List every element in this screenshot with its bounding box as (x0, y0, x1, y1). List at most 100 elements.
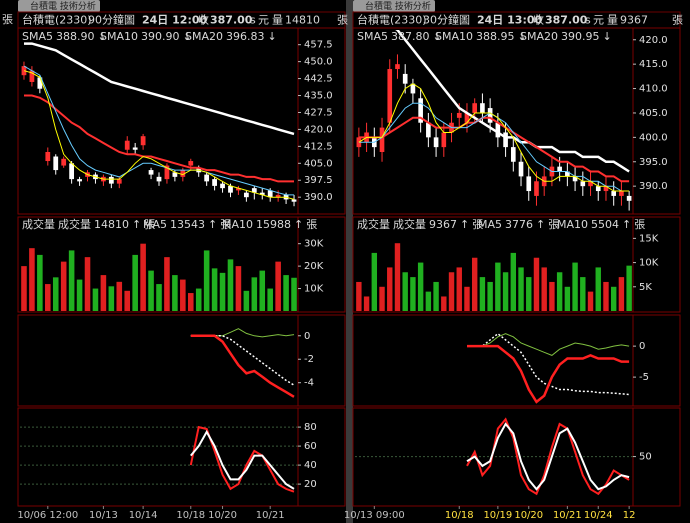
legend-text: 9367 (429, 218, 457, 231)
volume-bar (471, 257, 478, 311)
header-vol-label: 量 (272, 14, 283, 27)
candle-body (572, 176, 578, 182)
candle-body (243, 192, 249, 198)
volume-bar (76, 279, 83, 311)
header-unit-s: s (250, 14, 256, 27)
volume-bar (626, 265, 632, 311)
candle-body (212, 179, 217, 186)
candle-body (228, 185, 233, 193)
volume-bar (580, 277, 586, 311)
x-tick-label: 12 (623, 510, 636, 521)
candle-body (188, 161, 194, 166)
y-tick-label: 405.0 (639, 108, 668, 119)
legend-text: 390.90 (141, 30, 180, 43)
y-tick-label: 400.0 (639, 132, 668, 143)
x-tick-label: 10/13 (89, 510, 118, 521)
candle-body (518, 161, 524, 177)
legend-text: 387.80 (391, 30, 430, 43)
candle-body (21, 66, 27, 76)
header-vol-label: 量 (607, 14, 618, 27)
volume-bar (572, 262, 578, 311)
volume-bar (180, 279, 186, 311)
header-date: 24日 13:00 (477, 14, 542, 27)
volume-bar (187, 293, 194, 311)
candle-body (387, 69, 393, 123)
volume-bar (363, 296, 370, 311)
section-frame (17, 314, 346, 407)
y-tick-label: 442.5 (304, 74, 333, 85)
legend-text: 張 (472, 218, 483, 231)
header-close: 387.00 (545, 14, 588, 27)
y-tick-label: -4 (304, 378, 314, 389)
x-tick-label: 10/19 (483, 510, 512, 521)
legend-text: 張 (220, 218, 231, 231)
line (395, 30, 630, 173)
x-tick-label: 10/18 (445, 510, 474, 521)
x-tick-label: 10/20 (514, 510, 543, 521)
candle-body (603, 186, 609, 192)
candle-body (503, 132, 508, 148)
legend-text: ↓ (603, 30, 612, 43)
legend-text: ↓ (98, 30, 107, 43)
volume-bar (587, 291, 594, 311)
volume-bar (45, 284, 51, 311)
legend-text: 成交量 (393, 217, 426, 231)
candle-body (534, 181, 539, 196)
volume-bar (549, 281, 555, 311)
y-tick-label: 450.0 (304, 57, 333, 68)
legend-text: 388.95 (476, 30, 515, 43)
volume-label: 成交量 (22, 217, 55, 231)
legend-text: 張 (548, 218, 559, 231)
volume-bar (371, 252, 378, 311)
volume-bar (275, 261, 281, 311)
volume-bar (502, 272, 509, 311)
volume-bar (267, 288, 273, 311)
volume-bar (541, 267, 547, 311)
section-frame (17, 27, 346, 215)
volume-bar (211, 268, 218, 311)
volume-bar (283, 275, 289, 311)
legend-text: 張 (634, 218, 645, 231)
volume-bar (394, 243, 401, 311)
x-tick-label: 10/06 12:00 (17, 510, 78, 521)
panel-divider (346, 0, 353, 523)
x-tick-label: 10/18 (176, 510, 205, 521)
candle-body (37, 77, 43, 89)
y-tick-label: 60 (304, 441, 317, 452)
candle-body (291, 199, 297, 202)
candle-body (402, 73, 408, 84)
volume-bar (84, 257, 91, 311)
legend-text: 13543 (170, 218, 205, 231)
x-tick-label: 10/21 (256, 510, 285, 521)
line (358, 116, 630, 183)
line (466, 422, 630, 491)
y-tick-label: 40 (304, 460, 317, 471)
candle-body (77, 179, 82, 182)
tab-label: 台積電 技術分析 (365, 0, 431, 12)
legend-text: MA5 (478, 218, 502, 231)
candle-body (108, 176, 114, 184)
volume-bar (243, 290, 250, 311)
edge-label: 張 (2, 13, 13, 26)
line (467, 333, 630, 356)
volume-bar (235, 266, 242, 311)
candle-body (595, 186, 601, 192)
y-tick-label: 50 (639, 452, 652, 463)
legend-text: SMA10 (435, 30, 473, 43)
candle-body (156, 176, 162, 182)
volume-bar (68, 250, 75, 311)
volume-bar (379, 286, 385, 311)
volume-bar (387, 267, 393, 311)
volume-bar (487, 281, 493, 311)
section-frame (352, 27, 681, 215)
header-vol: 14810 (285, 14, 320, 27)
legend-text: MA10 (557, 218, 588, 231)
header-name: 台積電(2330) (22, 13, 92, 27)
header-unit-s: s (585, 14, 591, 27)
legend-text: 396.83 (226, 30, 265, 43)
candle-body (140, 136, 146, 146)
volume-bar (195, 288, 202, 311)
volume-bar (259, 270, 266, 311)
candle-body (480, 103, 485, 113)
